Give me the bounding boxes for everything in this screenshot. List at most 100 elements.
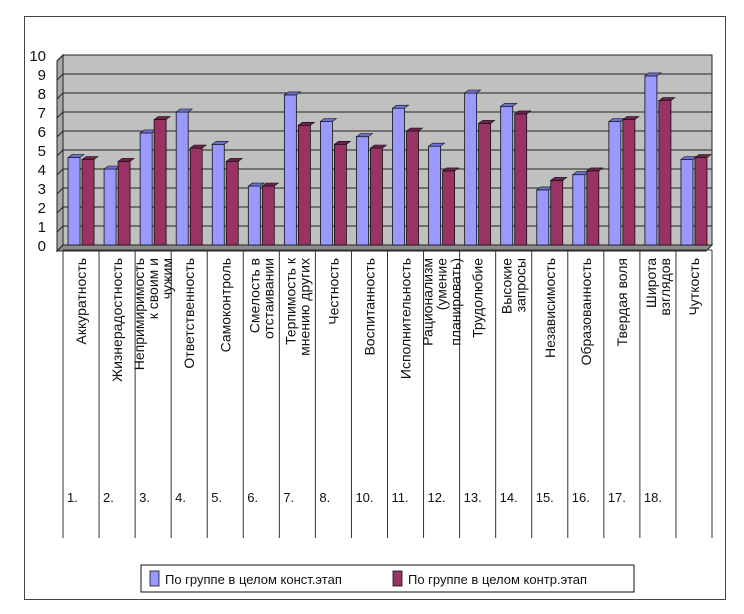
category-label-line: отстаивании xyxy=(260,258,276,339)
row-number: 2. xyxy=(103,490,114,505)
category-label-line: планировать) xyxy=(448,258,464,346)
row-number: 1. xyxy=(67,490,78,505)
bar-front xyxy=(514,113,528,246)
bar-front xyxy=(694,157,708,246)
bar-top xyxy=(513,110,532,115)
bar xyxy=(463,89,482,246)
bar-front xyxy=(225,160,239,246)
bar-top xyxy=(369,144,388,149)
bar xyxy=(369,144,388,246)
row-number: 18. xyxy=(644,490,662,505)
bar xyxy=(355,133,374,246)
legend: По группе в целом конст.этап По группе в … xyxy=(140,564,635,593)
gridline-wall xyxy=(56,54,64,62)
bar-top xyxy=(585,167,604,172)
row-number: 11. xyxy=(392,490,409,505)
bar-front xyxy=(464,92,478,246)
y-tick-label: 5 xyxy=(38,143,46,160)
category-label: Честность xyxy=(325,258,341,325)
bar-front xyxy=(442,170,455,246)
category-label-line: Твердая воля xyxy=(614,258,630,346)
category-label-line: чужим xyxy=(159,258,175,299)
bar-top xyxy=(549,177,568,181)
category-label: Чуткость xyxy=(686,258,702,316)
category-label-line: Ответственность xyxy=(181,258,197,369)
bar-top xyxy=(355,133,374,137)
bar xyxy=(139,129,158,246)
bar-front xyxy=(334,143,347,246)
row-number: 4. xyxy=(175,490,186,505)
row-number: 17. xyxy=(608,490,626,505)
bar-front xyxy=(356,136,369,246)
bar-front xyxy=(428,145,441,246)
bars xyxy=(67,72,712,246)
bar xyxy=(333,141,352,246)
category-label-line: Жизнерадостность xyxy=(109,258,125,382)
bar-top xyxy=(499,103,518,107)
y-tick-label: 3 xyxy=(38,181,46,198)
category-label: Аккуратность xyxy=(73,258,89,345)
y-axis: 0 1 2 3 4 5 6 7 8 9 10 xyxy=(29,48,46,255)
bar-front xyxy=(67,157,81,246)
bar-top xyxy=(117,158,135,162)
bar xyxy=(297,122,316,246)
row-number: 12. xyxy=(428,490,446,505)
bar xyxy=(391,104,410,246)
bar xyxy=(694,154,712,246)
category-label-line: Образованность xyxy=(578,258,594,365)
bar-front xyxy=(189,147,203,246)
category-label-line: Непримиримость xyxy=(131,258,147,370)
bar-front xyxy=(536,189,550,246)
bar-top xyxy=(391,104,410,109)
gridline-wall xyxy=(56,225,64,233)
bar-top xyxy=(189,144,208,149)
legend-swatch xyxy=(149,570,160,587)
row-number: 13. xyxy=(464,490,482,505)
category-label: Воспитанность xyxy=(361,258,377,356)
gridline-wall xyxy=(56,206,64,214)
bar-front xyxy=(370,147,383,246)
row-number: 7. xyxy=(283,490,294,505)
bar xyxy=(247,182,266,246)
category-label: Ответственность xyxy=(181,258,197,369)
bar xyxy=(549,177,568,246)
category-label-line: Честность xyxy=(325,258,341,325)
bar xyxy=(571,171,590,246)
bar-top xyxy=(297,122,316,126)
bar-front xyxy=(81,159,95,246)
bar xyxy=(81,156,99,246)
bar xyxy=(225,158,244,246)
row-number: 16. xyxy=(572,490,590,505)
bar-top xyxy=(405,127,424,132)
category-label: Независимость xyxy=(542,258,558,358)
bar xyxy=(117,158,135,246)
category-label-line: Воспитанность xyxy=(361,258,377,356)
bar-front xyxy=(500,105,514,246)
legend-swatch xyxy=(392,570,403,587)
bar-front xyxy=(550,179,564,246)
bar-front xyxy=(283,94,297,246)
gridline-wall xyxy=(56,73,64,81)
bar-front xyxy=(103,168,117,246)
bar-front xyxy=(153,119,167,246)
bar xyxy=(513,110,532,246)
bar xyxy=(499,103,518,246)
row-number: 5. xyxy=(211,490,222,505)
bar xyxy=(175,108,194,246)
category-label: Самоконтроль xyxy=(217,258,233,352)
category-label-line: Самоконтроль xyxy=(217,258,233,352)
legend-label: По группе в целом контр.этап xyxy=(408,572,587,587)
category-label: Образованность xyxy=(578,258,594,365)
y-tick-label: 7 xyxy=(38,105,46,122)
row-number: 10. xyxy=(355,490,373,505)
bar-front xyxy=(211,143,225,246)
bar-top xyxy=(427,142,446,147)
row-number: 6. xyxy=(247,490,258,505)
bar-front xyxy=(247,185,261,246)
category-label-line: Широта xyxy=(643,258,659,308)
bar-top xyxy=(211,141,230,145)
gridline-wall xyxy=(56,92,64,100)
row-number: 8. xyxy=(319,490,330,505)
